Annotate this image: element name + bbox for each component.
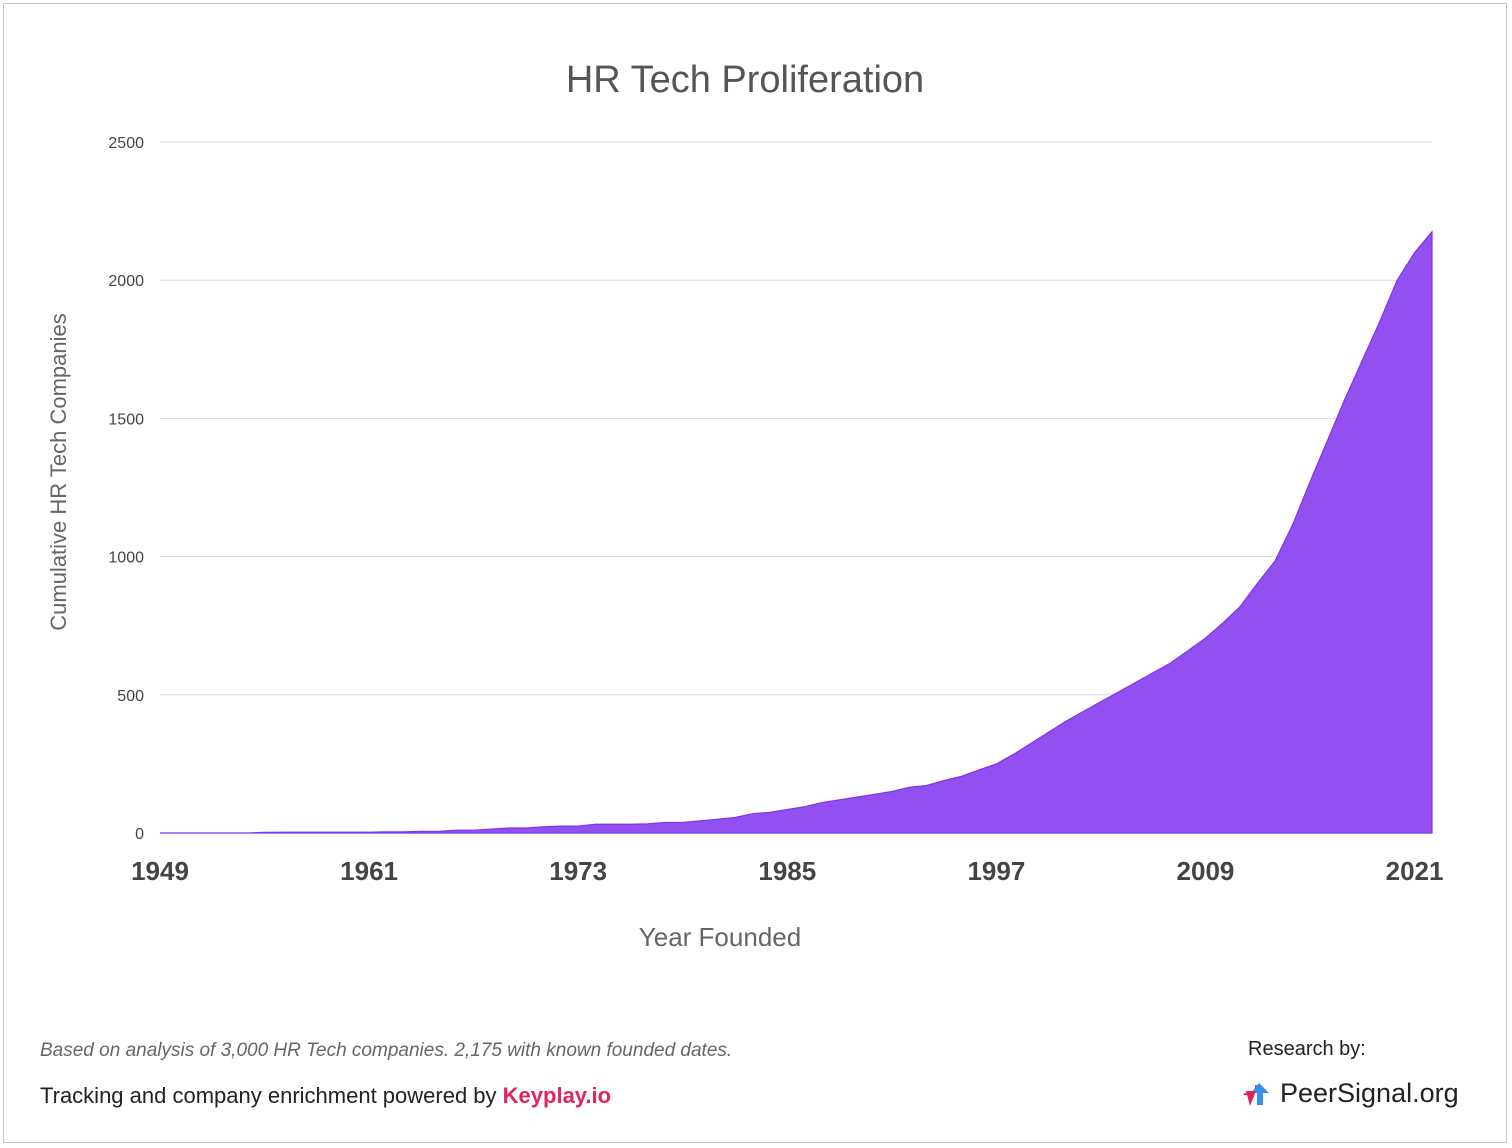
- x-tick-label: 1985: [758, 856, 816, 886]
- x-tick-label: 1973: [549, 856, 607, 886]
- y-tick-label: 0: [135, 826, 144, 843]
- area-series: [160, 230, 1433, 834]
- credit-prefix: Tracking and company enrichment powered …: [40, 1083, 503, 1108]
- footnote: Based on analysis of 3,000 HR Tech compa…: [40, 1040, 733, 1061]
- x-tick-label: 1949: [131, 856, 189, 886]
- y-tick-label: 1000: [108, 550, 144, 567]
- y-tick-label: 500: [117, 688, 144, 705]
- x-tick-label: 2021: [1386, 856, 1444, 886]
- enrichment-credit: Tracking and company enrichment powered …: [40, 1083, 611, 1109]
- x-tick-label: 1961: [340, 856, 398, 886]
- chart-title: HR Tech Proliferation: [566, 59, 924, 101]
- peersignal-logo[interactable]: PeerSignal.org: [1242, 1078, 1459, 1109]
- x-axis-title: Year Founded: [639, 922, 801, 952]
- y-axis-title: Cumulative HR Tech Companies: [46, 313, 71, 631]
- peersignal-arrows-icon: [1243, 1082, 1269, 1106]
- y-tick-label: 2000: [108, 273, 144, 290]
- peersignal-logo-text: PeerSignal.org: [1280, 1078, 1459, 1108]
- x-tick-label: 1997: [967, 856, 1025, 886]
- research-by-label: Research by:: [1248, 1038, 1366, 1060]
- y-tick-label: 1500: [108, 411, 144, 428]
- y-tick-label: 2500: [108, 135, 144, 152]
- keyplay-link[interactable]: Keyplay.io: [502, 1083, 612, 1108]
- chart-frame: [3, 3, 1507, 1143]
- x-tick-label: 2009: [1177, 856, 1235, 886]
